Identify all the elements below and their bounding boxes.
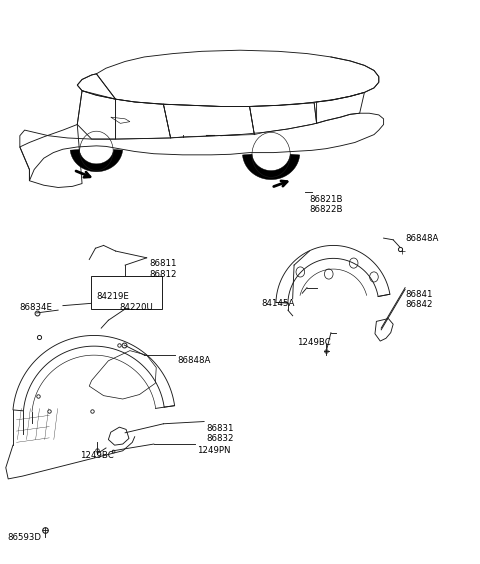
Text: 84145A: 84145A bbox=[262, 299, 295, 308]
Text: 86811
86812: 86811 86812 bbox=[149, 259, 177, 279]
Text: 84220U: 84220U bbox=[120, 303, 153, 312]
Text: 86831
86832: 86831 86832 bbox=[206, 424, 234, 443]
Polygon shape bbox=[70, 149, 123, 171]
Text: 1249PN: 1249PN bbox=[197, 446, 230, 455]
Text: 1249BC: 1249BC bbox=[298, 338, 331, 347]
Text: 86841
86842: 86841 86842 bbox=[405, 290, 432, 310]
Text: 86593D: 86593D bbox=[8, 533, 42, 542]
Text: 86848A: 86848A bbox=[178, 356, 211, 365]
Text: 86848A: 86848A bbox=[405, 234, 439, 243]
Text: 84219E: 84219E bbox=[96, 292, 129, 301]
Polygon shape bbox=[242, 154, 300, 179]
Text: 86821B
86822B: 86821B 86822B bbox=[310, 195, 343, 214]
Text: 1249BC: 1249BC bbox=[80, 451, 113, 460]
Text: 86834E: 86834E bbox=[19, 303, 52, 312]
